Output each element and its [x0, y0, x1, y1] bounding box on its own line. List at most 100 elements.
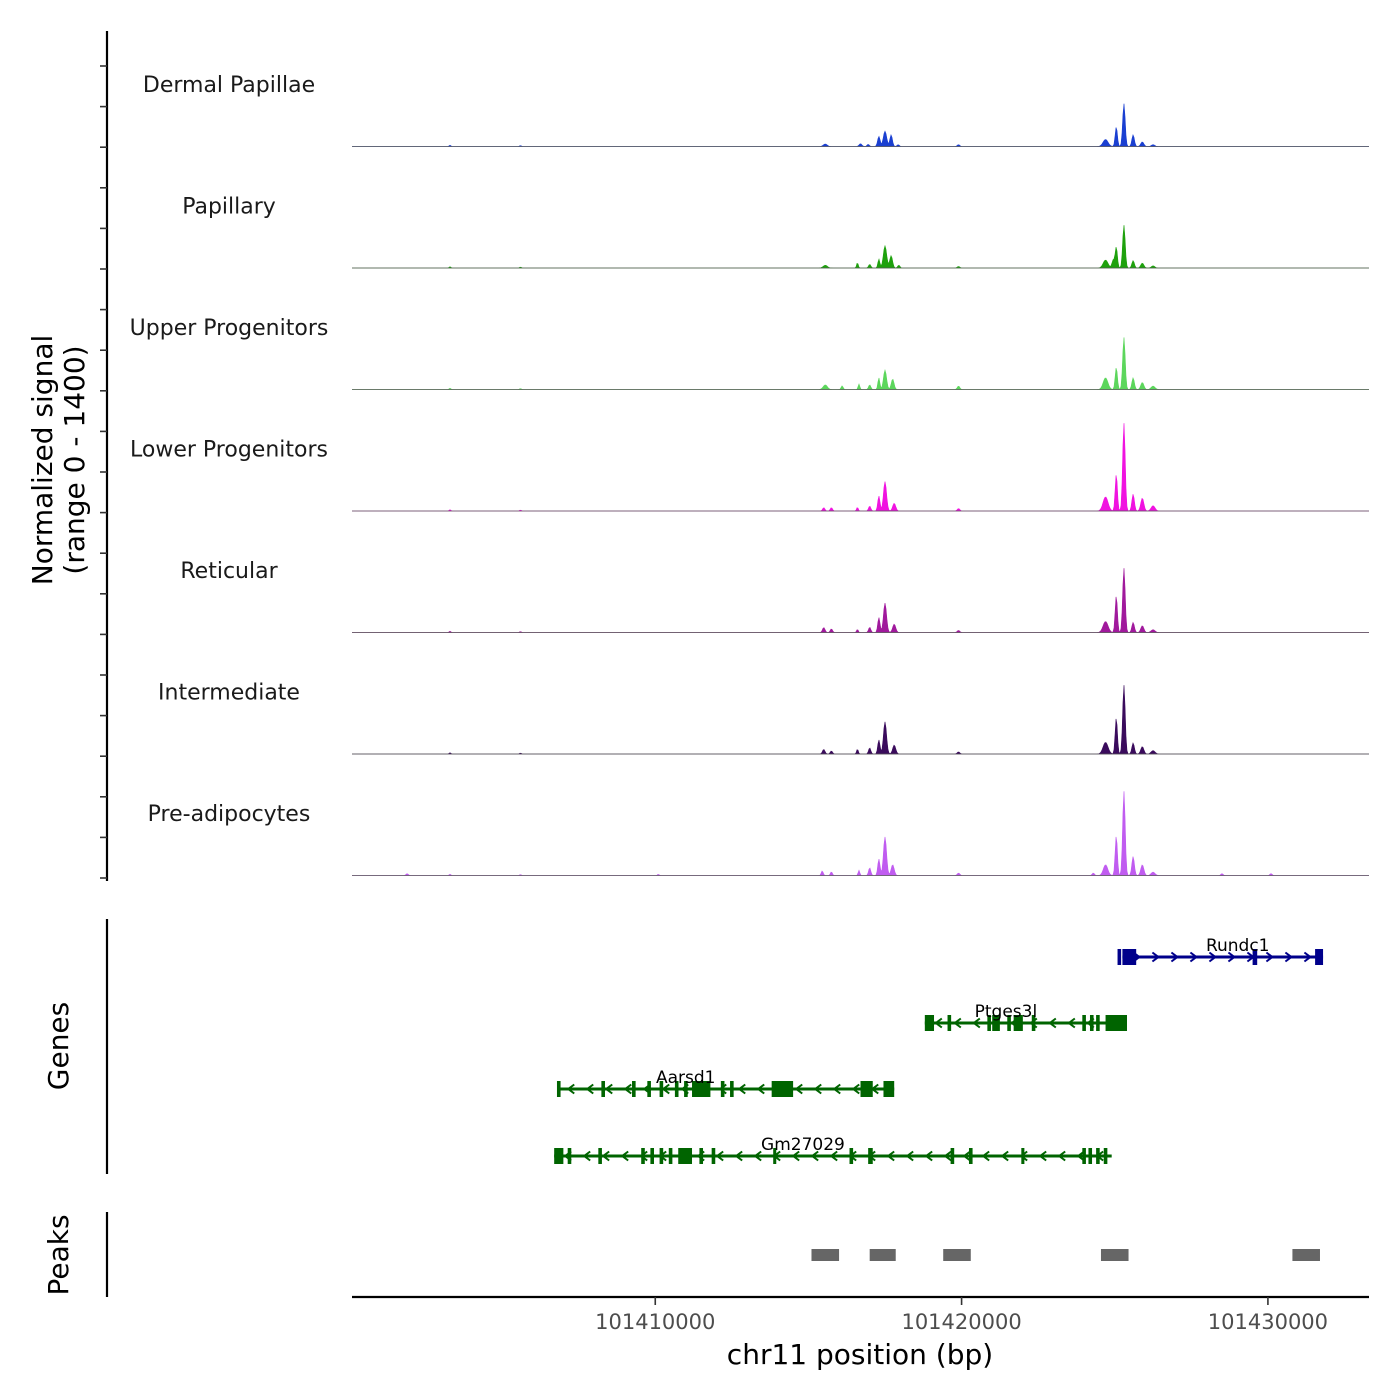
minor-exon [1096, 1015, 1100, 1031]
exon-block [1105, 1015, 1128, 1031]
strand-chevron [1067, 1017, 1076, 1029]
gene-label: Rundc1 [1206, 936, 1270, 956]
strand-chevron [1048, 1017, 1057, 1029]
minor-exon [711, 1148, 716, 1164]
strand-chevron [905, 1150, 914, 1162]
strand-chevron [851, 1083, 860, 1095]
minor-exon [641, 1148, 645, 1164]
track-label: Dermal Papillae [143, 73, 315, 98]
gene-label: Aarsd1 [656, 1068, 716, 1088]
strand-chevron [734, 1150, 743, 1162]
gene-label: Gm27029 [761, 1135, 845, 1155]
peak-bar [1100, 1249, 1129, 1261]
strand-chevron [791, 1150, 800, 1162]
peak-bar [869, 1249, 896, 1261]
strand-chevron [582, 1150, 591, 1162]
strand-chevron [1284, 951, 1294, 963]
minor-exon [601, 1081, 605, 1097]
genes-panel-title: Genes [42, 1002, 75, 1090]
y-axis-title-line1: Normalized signal [26, 335, 59, 586]
strand-chevron [1208, 951, 1218, 963]
peak-regions [811, 1249, 1320, 1261]
track-pre-adipocytes: Pre-adipocytes [148, 791, 1369, 876]
strand-chevron [1151, 951, 1161, 963]
exon-block [1252, 949, 1258, 965]
gene-rundc1: Rundc1 [1117, 936, 1324, 965]
strand-chevron [566, 1083, 575, 1095]
minor-exon [720, 1081, 725, 1097]
minor-exon [1117, 949, 1122, 965]
exon-block [771, 1081, 794, 1097]
track-label: Lower Progenitors [130, 438, 328, 463]
strand-chevron [1265, 951, 1275, 963]
strand-chevron [1019, 1150, 1028, 1162]
track-reticular: Reticular [180, 559, 1369, 633]
peak-bar [1292, 1249, 1320, 1261]
exon-block [860, 1081, 873, 1097]
gene-aarsd1: Aarsd1 [556, 1068, 895, 1097]
minor-exon [674, 1081, 679, 1097]
x-axis-title: chr11 position (bp) [727, 1338, 993, 1371]
minor-exon [987, 1015, 991, 1031]
minor-exon [659, 1081, 664, 1097]
track-label: Pre-adipocytes [148, 802, 311, 827]
minor-exon [1096, 1148, 1100, 1164]
track-dermal-papillae: Dermal Papillae [143, 73, 1369, 147]
coverage-y-ticks [100, 65, 107, 879]
exon-block [1021, 1148, 1025, 1164]
track-label: Papillary [182, 195, 276, 220]
strand-chevron [953, 1017, 962, 1029]
gene-ptges3l: Ptges3l [924, 1002, 1128, 1031]
strand-chevron [924, 1150, 933, 1162]
strand-chevron [934, 1017, 943, 1029]
peak-bar [943, 1249, 971, 1261]
exon-block [868, 1148, 873, 1164]
x-axis-ticks: 101410000 101420000 101430000 [595, 1297, 1328, 1334]
strand-chevron [1057, 1150, 1066, 1162]
exon-block [883, 1081, 895, 1097]
minor-exon [950, 1148, 955, 1164]
peaks-panel-title: Peaks [42, 1214, 75, 1295]
strand-chevron [601, 1150, 610, 1162]
minor-exon [1031, 1015, 1036, 1031]
minor-exon [968, 1148, 973, 1164]
strand-chevron [661, 1083, 670, 1095]
strand-chevron [1303, 951, 1313, 963]
strand-chevron [585, 1083, 594, 1095]
minor-exon [650, 1148, 654, 1164]
strand-chevron [1000, 1150, 1009, 1162]
x-tick-label: 101410000 [595, 1310, 715, 1334]
strand-chevron [639, 1150, 648, 1162]
track-lower-progenitors: Lower Progenitors [130, 423, 1369, 512]
minor-exon [1007, 1015, 1011, 1031]
strand-chevron [623, 1083, 632, 1095]
exon-block [992, 1015, 1000, 1031]
strand-chevron [810, 1150, 819, 1162]
track-upper-progenitors: Upper Progenitors [130, 316, 1369, 390]
strand-chevron [832, 1083, 841, 1095]
x-tick-label: 101420000 [901, 1310, 1021, 1334]
strand-chevron [715, 1150, 724, 1162]
strand-chevron [1170, 951, 1180, 963]
strand-chevron [829, 1150, 838, 1162]
minor-exon [647, 1081, 651, 1097]
exon-block [692, 1081, 711, 1097]
strand-chevron [943, 1150, 952, 1162]
strand-chevron [604, 1083, 613, 1095]
exon-block [773, 1148, 777, 1164]
coverage-tracks: Dermal Papillae Papillary Upper Progenitor… [130, 73, 1369, 876]
minor-exon [567, 1148, 572, 1164]
track-label: Intermediate [158, 681, 300, 706]
strand-chevron [1076, 1150, 1085, 1162]
y-axis-title-line2: (range 0 - 1400) [58, 345, 91, 574]
strand-chevron [1227, 951, 1237, 963]
minor-exon [1103, 1148, 1108, 1164]
minor-exon [556, 1081, 561, 1097]
strand-chevron [794, 1083, 803, 1095]
x-tick-label: 101430000 [1208, 1310, 1328, 1334]
minor-exon [849, 1148, 854, 1164]
strand-chevron [753, 1150, 762, 1162]
minor-exon [1088, 1148, 1093, 1164]
